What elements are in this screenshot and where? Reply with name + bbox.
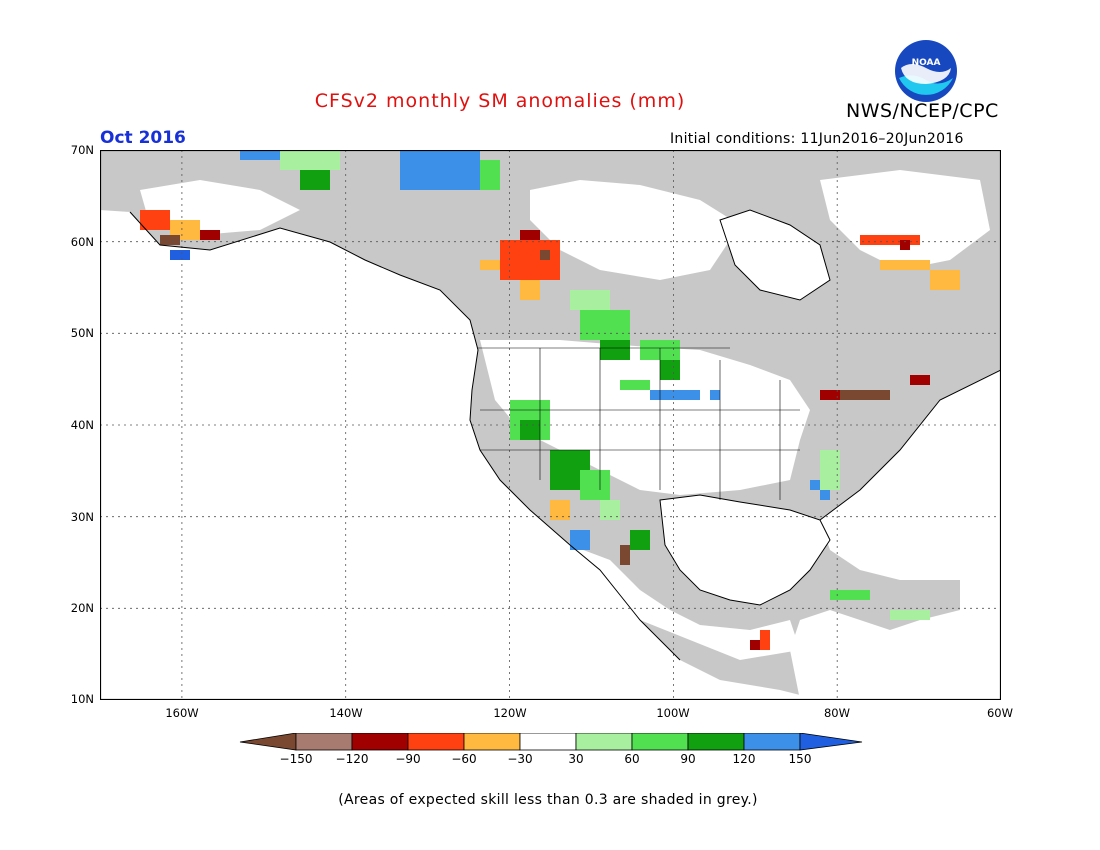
lon-label-120w: 120W <box>493 706 527 720</box>
noaa-logo: NOAA <box>895 40 957 102</box>
chart-title: CFSv2 monthly SM anomalies (mm) <box>314 90 686 112</box>
lat-label-20n: 20N <box>70 601 94 615</box>
map-frame <box>100 150 1001 700</box>
colorbar-tick: 30 <box>568 752 584 766</box>
colorbar-tick: −150 <box>279 752 313 766</box>
footnote: (Areas of expected skill less than 0.3 a… <box>338 792 758 808</box>
lon-label-60w: 60W <box>986 706 1013 720</box>
logo-text: NOAA <box>912 58 941 68</box>
initial-conditions: Initial conditions: 11Jun2016–20Jun2016 <box>670 131 964 147</box>
lon-label-160w: 160W <box>165 706 199 720</box>
lat-label-30n: 30N <box>70 510 94 524</box>
lat-label-10n: 10N <box>70 692 94 706</box>
colorbar-tick: 120 <box>732 752 756 766</box>
political-borders <box>478 347 800 500</box>
lon-label-80w: 80W <box>823 706 850 720</box>
lat-label-50n: 50N <box>70 326 94 340</box>
lat-label-40n: 40N <box>70 418 94 432</box>
colorbar <box>239 733 863 751</box>
coastlines <box>129 209 1001 661</box>
colorbar-tick: 90 <box>680 752 696 766</box>
forecast-month: Oct 2016 <box>100 128 186 148</box>
land-neutral <box>140 170 990 660</box>
lon-label-100w: 100W <box>656 706 690 720</box>
agency-label: NWS/NCEP/CPC <box>846 100 999 122</box>
graticule <box>100 150 1001 700</box>
anomaly-cells <box>140 150 960 650</box>
colorbar-tick: −30 <box>507 752 533 766</box>
soil-moisture-map <box>100 150 1001 700</box>
colorbar-tick: 150 <box>788 752 812 766</box>
lat-label-70n: 70N <box>70 143 94 157</box>
lon-label-140w: 140W <box>329 706 363 720</box>
colorbar-tick: 60 <box>624 752 640 766</box>
colorbar-tick: −60 <box>451 752 477 766</box>
colorbar-tick: −90 <box>395 752 421 766</box>
colorbar-tick: −120 <box>335 752 369 766</box>
lat-label-60n: 60N <box>70 235 94 249</box>
